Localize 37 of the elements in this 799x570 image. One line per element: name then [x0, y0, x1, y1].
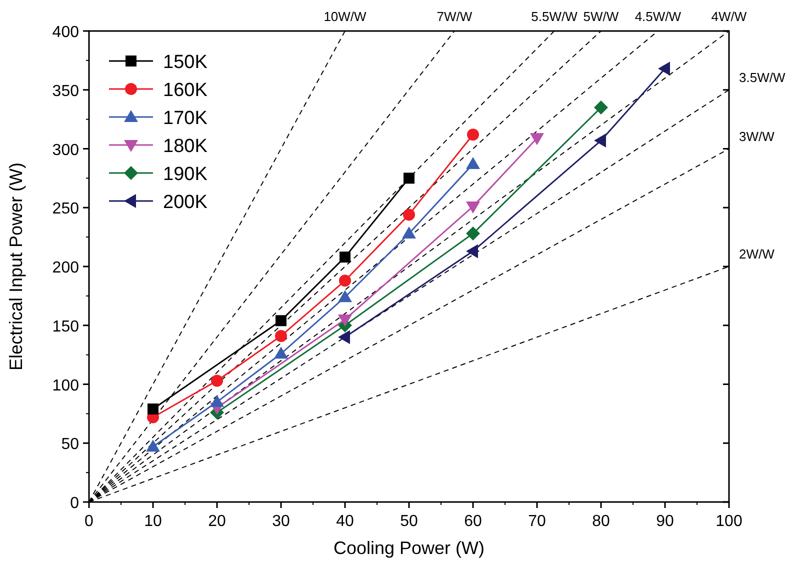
legend-label: 150K: [163, 52, 208, 73]
x-tick-label: 80: [592, 513, 610, 530]
x-tick-label: 60: [464, 513, 482, 530]
y-tick-label: 150: [52, 318, 80, 336]
legend-label: 180K: [163, 136, 208, 157]
y-tick-label: 250: [52, 200, 80, 218]
legend-label: 200K: [163, 192, 208, 213]
series-label: 5.5W/W: [531, 9, 578, 24]
x-tick-label: 10: [144, 513, 162, 530]
series-label: 10W/W: [324, 9, 368, 24]
series-label: 4.5W/W: [634, 9, 682, 24]
series-label: 3.5W/W: [739, 70, 786, 85]
x-axis-title: Cooling Power (W): [333, 538, 485, 558]
x-tick-label: 90: [656, 513, 674, 530]
x-tick-label: 30: [272, 513, 290, 530]
y-tick-label: 0: [70, 495, 80, 512]
y-tick-label: 400: [52, 24, 80, 41]
y-tick-label: 100: [52, 377, 80, 394]
legend-label: 170K: [163, 108, 208, 129]
x-tick-label: 100: [716, 513, 742, 530]
x-tick-label: 50: [400, 513, 418, 530]
x-tick-label: 40: [336, 513, 354, 530]
y-tick-label: 300: [52, 142, 80, 159]
y-tick-label: 200: [52, 260, 80, 276]
y-tick-label: 50: [61, 436, 80, 454]
series-label: 3W/W: [739, 128, 776, 144]
x-tick-label: 70: [528, 513, 546, 530]
series-label: 7W/W: [436, 9, 473, 24]
legend-label: 190K: [163, 164, 208, 185]
series-label: 2W/W: [739, 246, 776, 262]
series-label: 4W/W: [711, 9, 748, 24]
legend-label: 160K: [163, 80, 208, 101]
x-tick-label: 20: [208, 513, 226, 530]
x-tick-label: 0: [84, 513, 94, 530]
series-label: 5W/W: [583, 9, 620, 24]
y-axis-title: Electrical Input Power (W): [6, 162, 26, 371]
y-tick-label: 350: [52, 82, 80, 100]
